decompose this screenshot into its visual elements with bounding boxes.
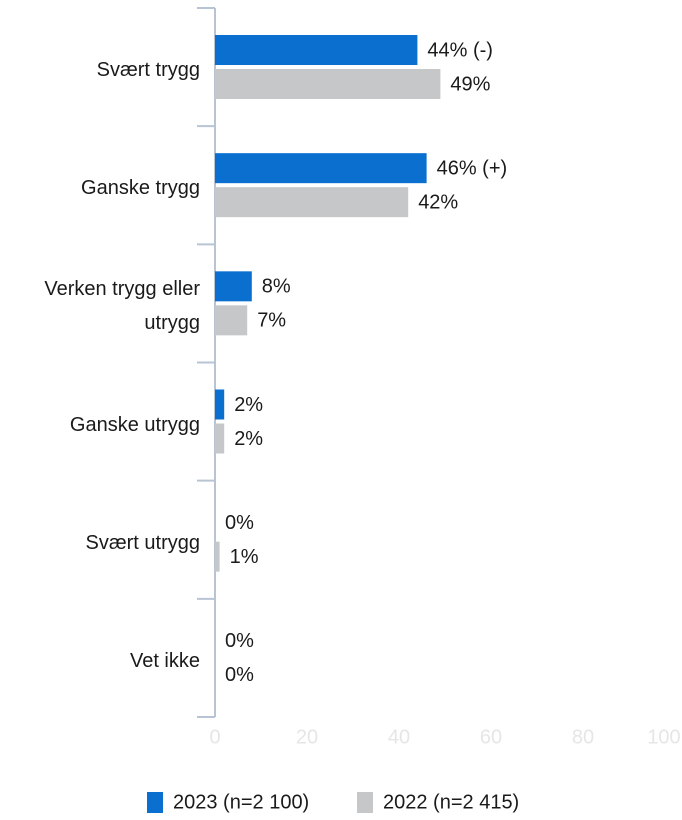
x-tick-label: 80 <box>572 726 594 748</box>
data-label: 44% (-) <box>427 39 493 61</box>
data-label: 2% <box>234 394 263 416</box>
data-label: 42% <box>418 191 458 213</box>
data-label: 49% <box>450 73 490 95</box>
data-label: 0% <box>225 630 254 652</box>
x-tick-label: 100 <box>647 726 680 748</box>
category-label: Svært trygg <box>96 59 200 82</box>
x-tick-label: 40 <box>388 726 410 748</box>
bar <box>215 271 252 302</box>
bar <box>215 305 248 336</box>
data-label: 1% <box>230 546 259 568</box>
category-label: Ganske utrygg <box>69 413 200 436</box>
data-label: 7% <box>257 310 286 332</box>
legend-swatch <box>147 792 163 813</box>
x-tick-label: 20 <box>296 726 318 748</box>
bar <box>215 389 225 420</box>
category-label: Ganske trygg <box>81 177 200 200</box>
x-tick-label: 0 <box>209 726 220 748</box>
bar <box>215 35 418 65</box>
legend-label: 2023 (n=2 100) <box>173 791 309 813</box>
x-tick-label: 60 <box>480 726 502 748</box>
bar <box>215 187 409 218</box>
legend-label: 2022 (n=2 415) <box>383 791 519 813</box>
bar <box>215 69 441 99</box>
data-label: 2% <box>234 428 263 450</box>
bar <box>215 153 427 184</box>
data-label: 46% (+) <box>437 157 508 179</box>
data-label: 0% <box>225 512 254 534</box>
legend-swatch <box>357 792 373 813</box>
data-label: 0% <box>225 664 254 686</box>
bar <box>215 541 220 572</box>
bar <box>215 423 225 454</box>
data-label: 8% <box>262 276 291 298</box>
category-label: Svært utrygg <box>85 531 200 554</box>
category-label: Vet ikke <box>129 649 200 672</box>
category-label: Verken trygg eller utrygg <box>44 278 200 335</box>
